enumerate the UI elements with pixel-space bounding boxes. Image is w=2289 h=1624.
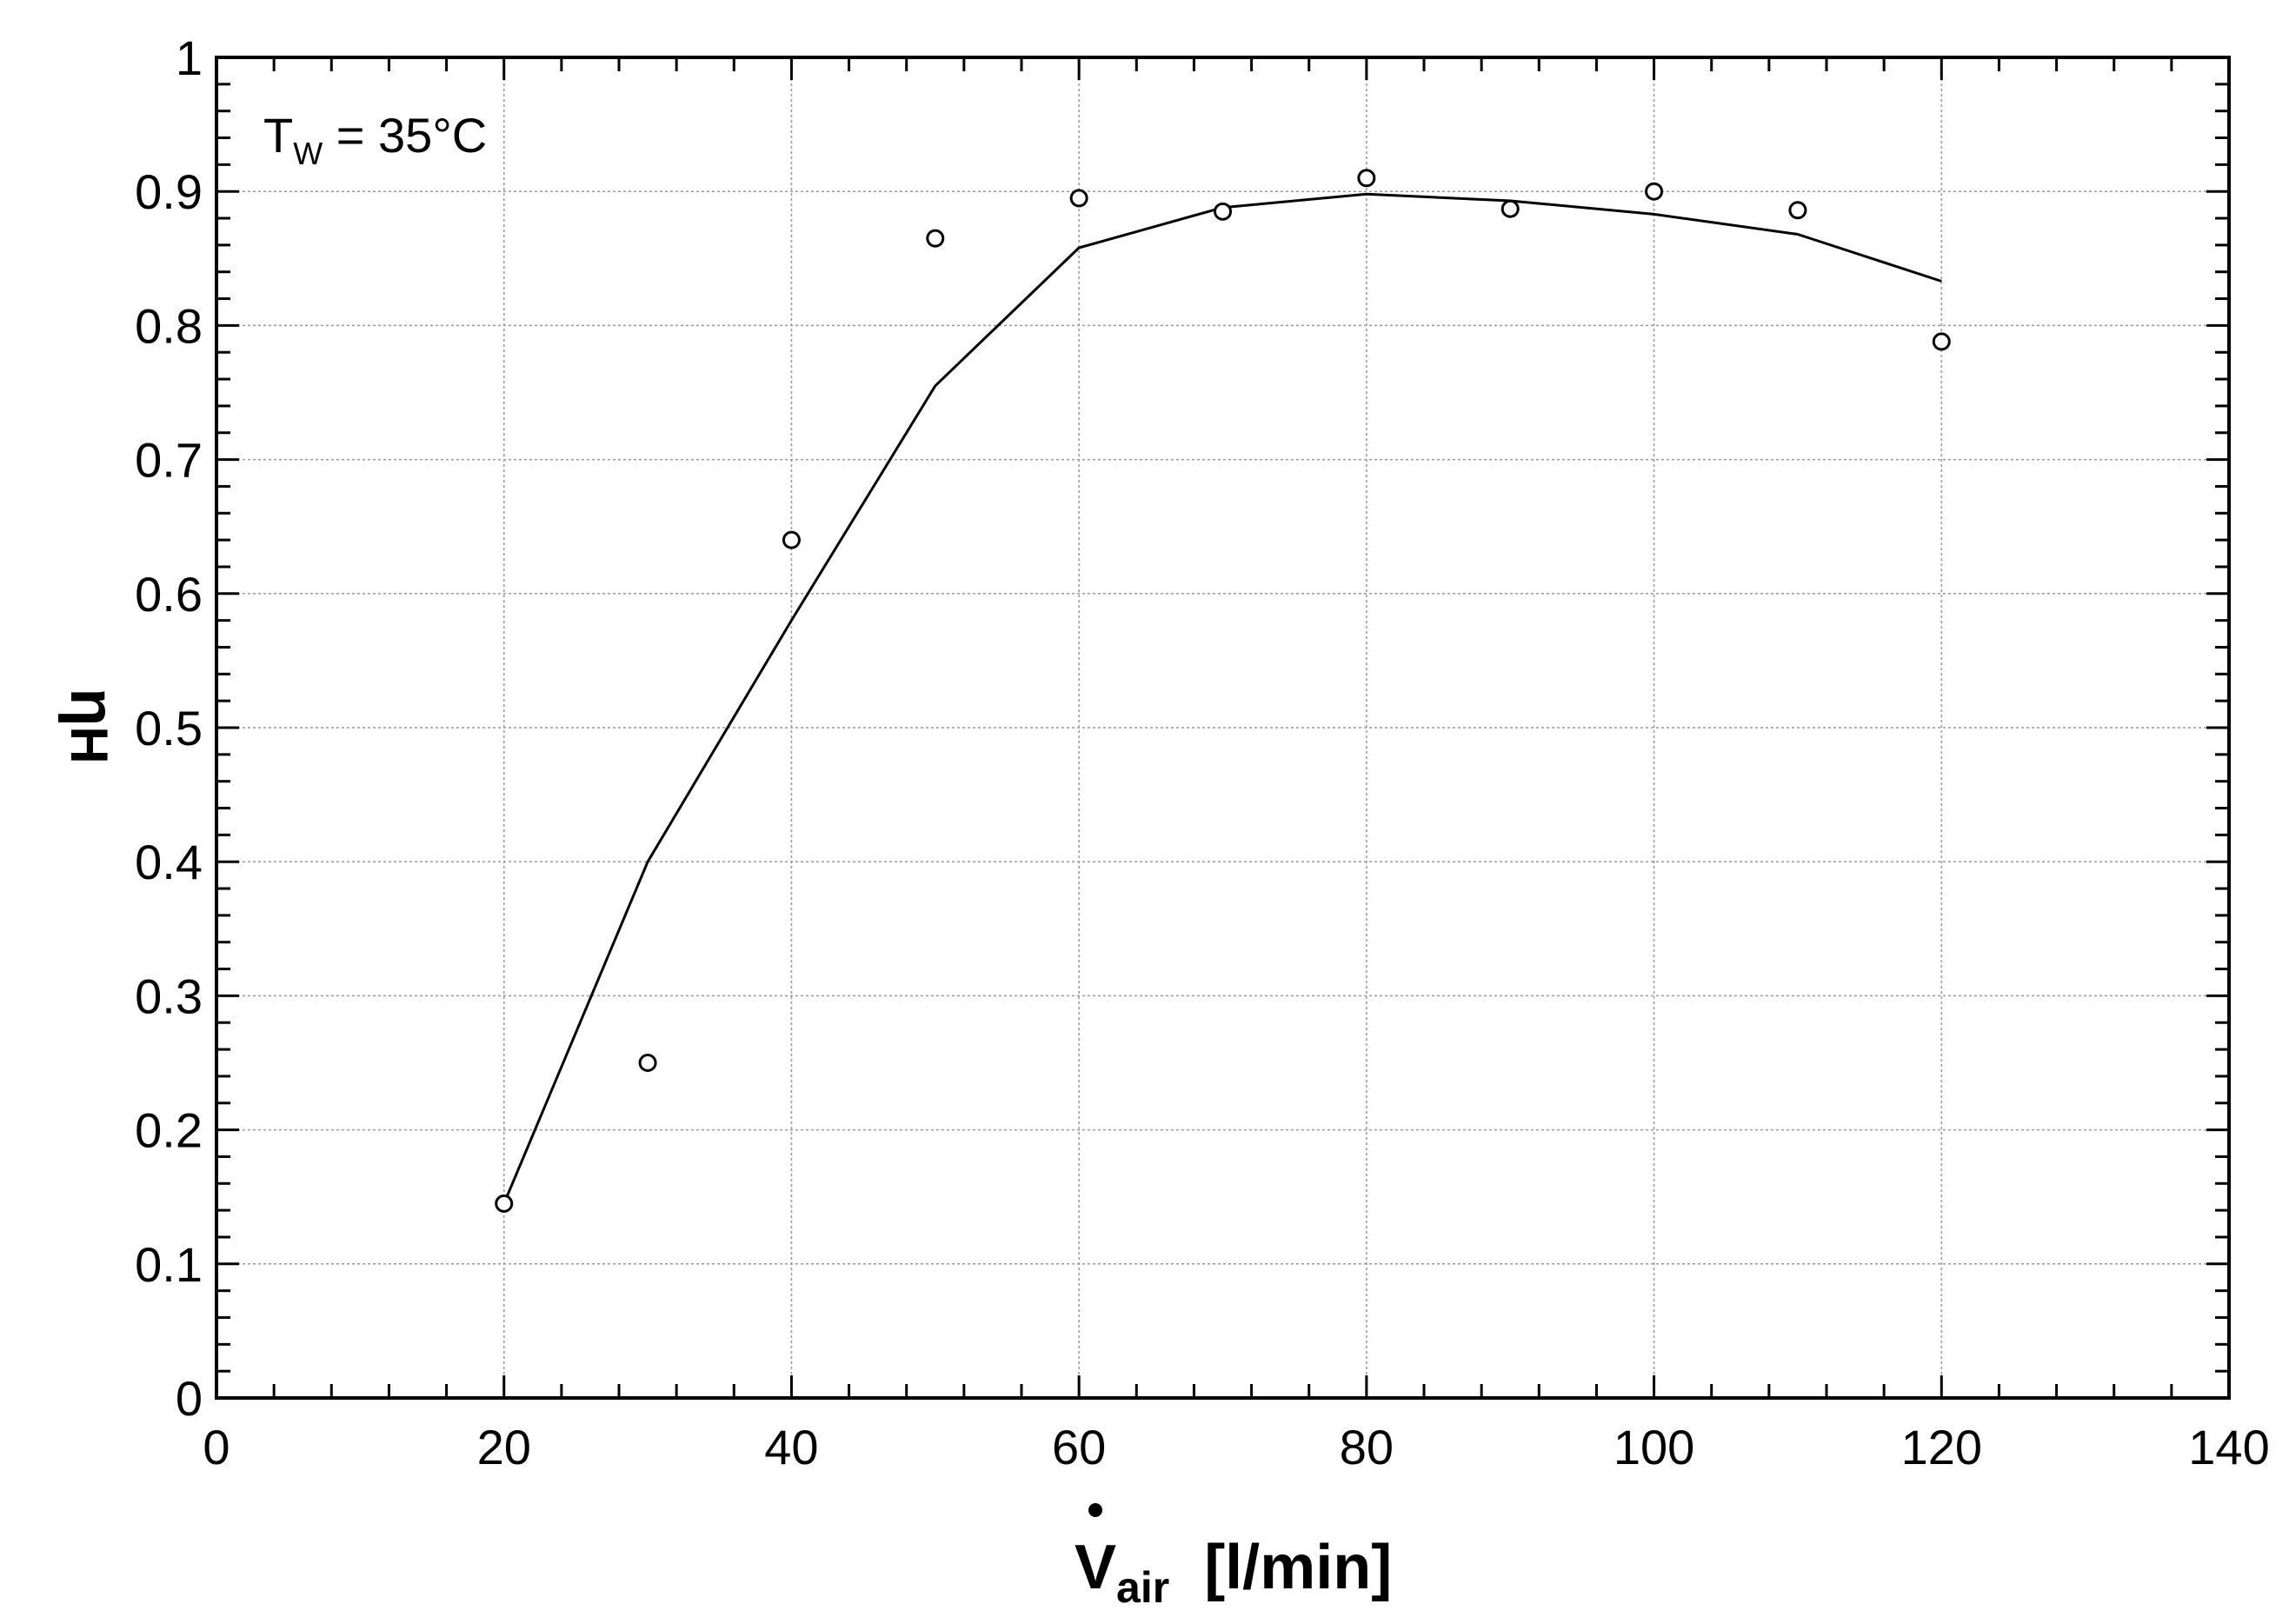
annotation-main: T xyxy=(263,108,293,163)
data-point xyxy=(495,1194,514,1213)
data-point xyxy=(1500,199,1520,218)
y-tick-label: 0 xyxy=(176,1371,203,1426)
data-point xyxy=(1214,202,1232,221)
x-axis-title-unit: [l/min] xyxy=(1204,1533,1392,1602)
y-tick-label: 0.9 xyxy=(135,164,203,219)
x-tick-label: 40 xyxy=(764,1420,818,1474)
y-tick-label: 0.1 xyxy=(135,1237,203,1292)
x-axis-title: Vair [l/min] xyxy=(1075,1503,1392,1612)
data-point xyxy=(1069,189,1088,208)
svg-text:Vair[l/min]: Vair [l/min] xyxy=(1075,1533,1392,1612)
y-tick-label: 0.2 xyxy=(135,1103,203,1158)
x-tick-label: 0 xyxy=(203,1420,230,1474)
plot-frame xyxy=(215,56,2231,1400)
x-tick-label: 100 xyxy=(1614,1420,1694,1474)
x-axis-title-dot xyxy=(1088,1503,1102,1517)
data-point xyxy=(1788,201,1807,220)
minor-ticks xyxy=(215,56,2231,1400)
y-tick-labels: 0 0.1 0.2 0.3 0.4 0.5 0.6 0.7 0.8 0.9 1 xyxy=(135,30,203,1426)
y-tick-label: 0.4 xyxy=(135,835,203,889)
measured-points-series xyxy=(495,169,1951,1213)
x-tick-label: 20 xyxy=(477,1420,531,1474)
annotation-sub: W xyxy=(293,136,323,171)
grid xyxy=(216,57,2229,1398)
x-tick-labels: 0 20 40 60 80 100 120 140 xyxy=(203,1420,2269,1474)
y-tick-label: 0.6 xyxy=(135,567,203,622)
data-point xyxy=(1645,182,1664,201)
annotation-rest: = 35°C xyxy=(323,108,487,163)
y-axis-title: ηH xyxy=(57,688,127,763)
y-tick-label: 0.3 xyxy=(135,968,203,1023)
data-point xyxy=(782,530,801,549)
x-tick-label: 140 xyxy=(2188,1420,2269,1474)
x-axis-title-sub: air xyxy=(1116,1563,1169,1612)
data-point xyxy=(1932,332,1951,351)
y-tick-label: 0.8 xyxy=(135,298,203,353)
y-tick-label: 1 xyxy=(176,30,203,85)
x-tick-label: 80 xyxy=(1340,1420,1394,1474)
data-point xyxy=(638,1054,657,1072)
y-axis-title-main: η xyxy=(57,688,127,726)
y-axis-title-sub: H xyxy=(60,726,118,763)
x-axis-title-main: V xyxy=(1075,1533,1116,1602)
x-tick-label: 60 xyxy=(1052,1420,1106,1474)
temperature-annotation: TW = 35°C xyxy=(263,108,487,171)
data-point xyxy=(926,229,945,248)
data-point xyxy=(1357,169,1376,188)
y-tick-label: 0.7 xyxy=(135,433,203,488)
y-tick-label: 0.5 xyxy=(135,701,203,755)
x-tick-label: 120 xyxy=(1901,1420,1982,1474)
